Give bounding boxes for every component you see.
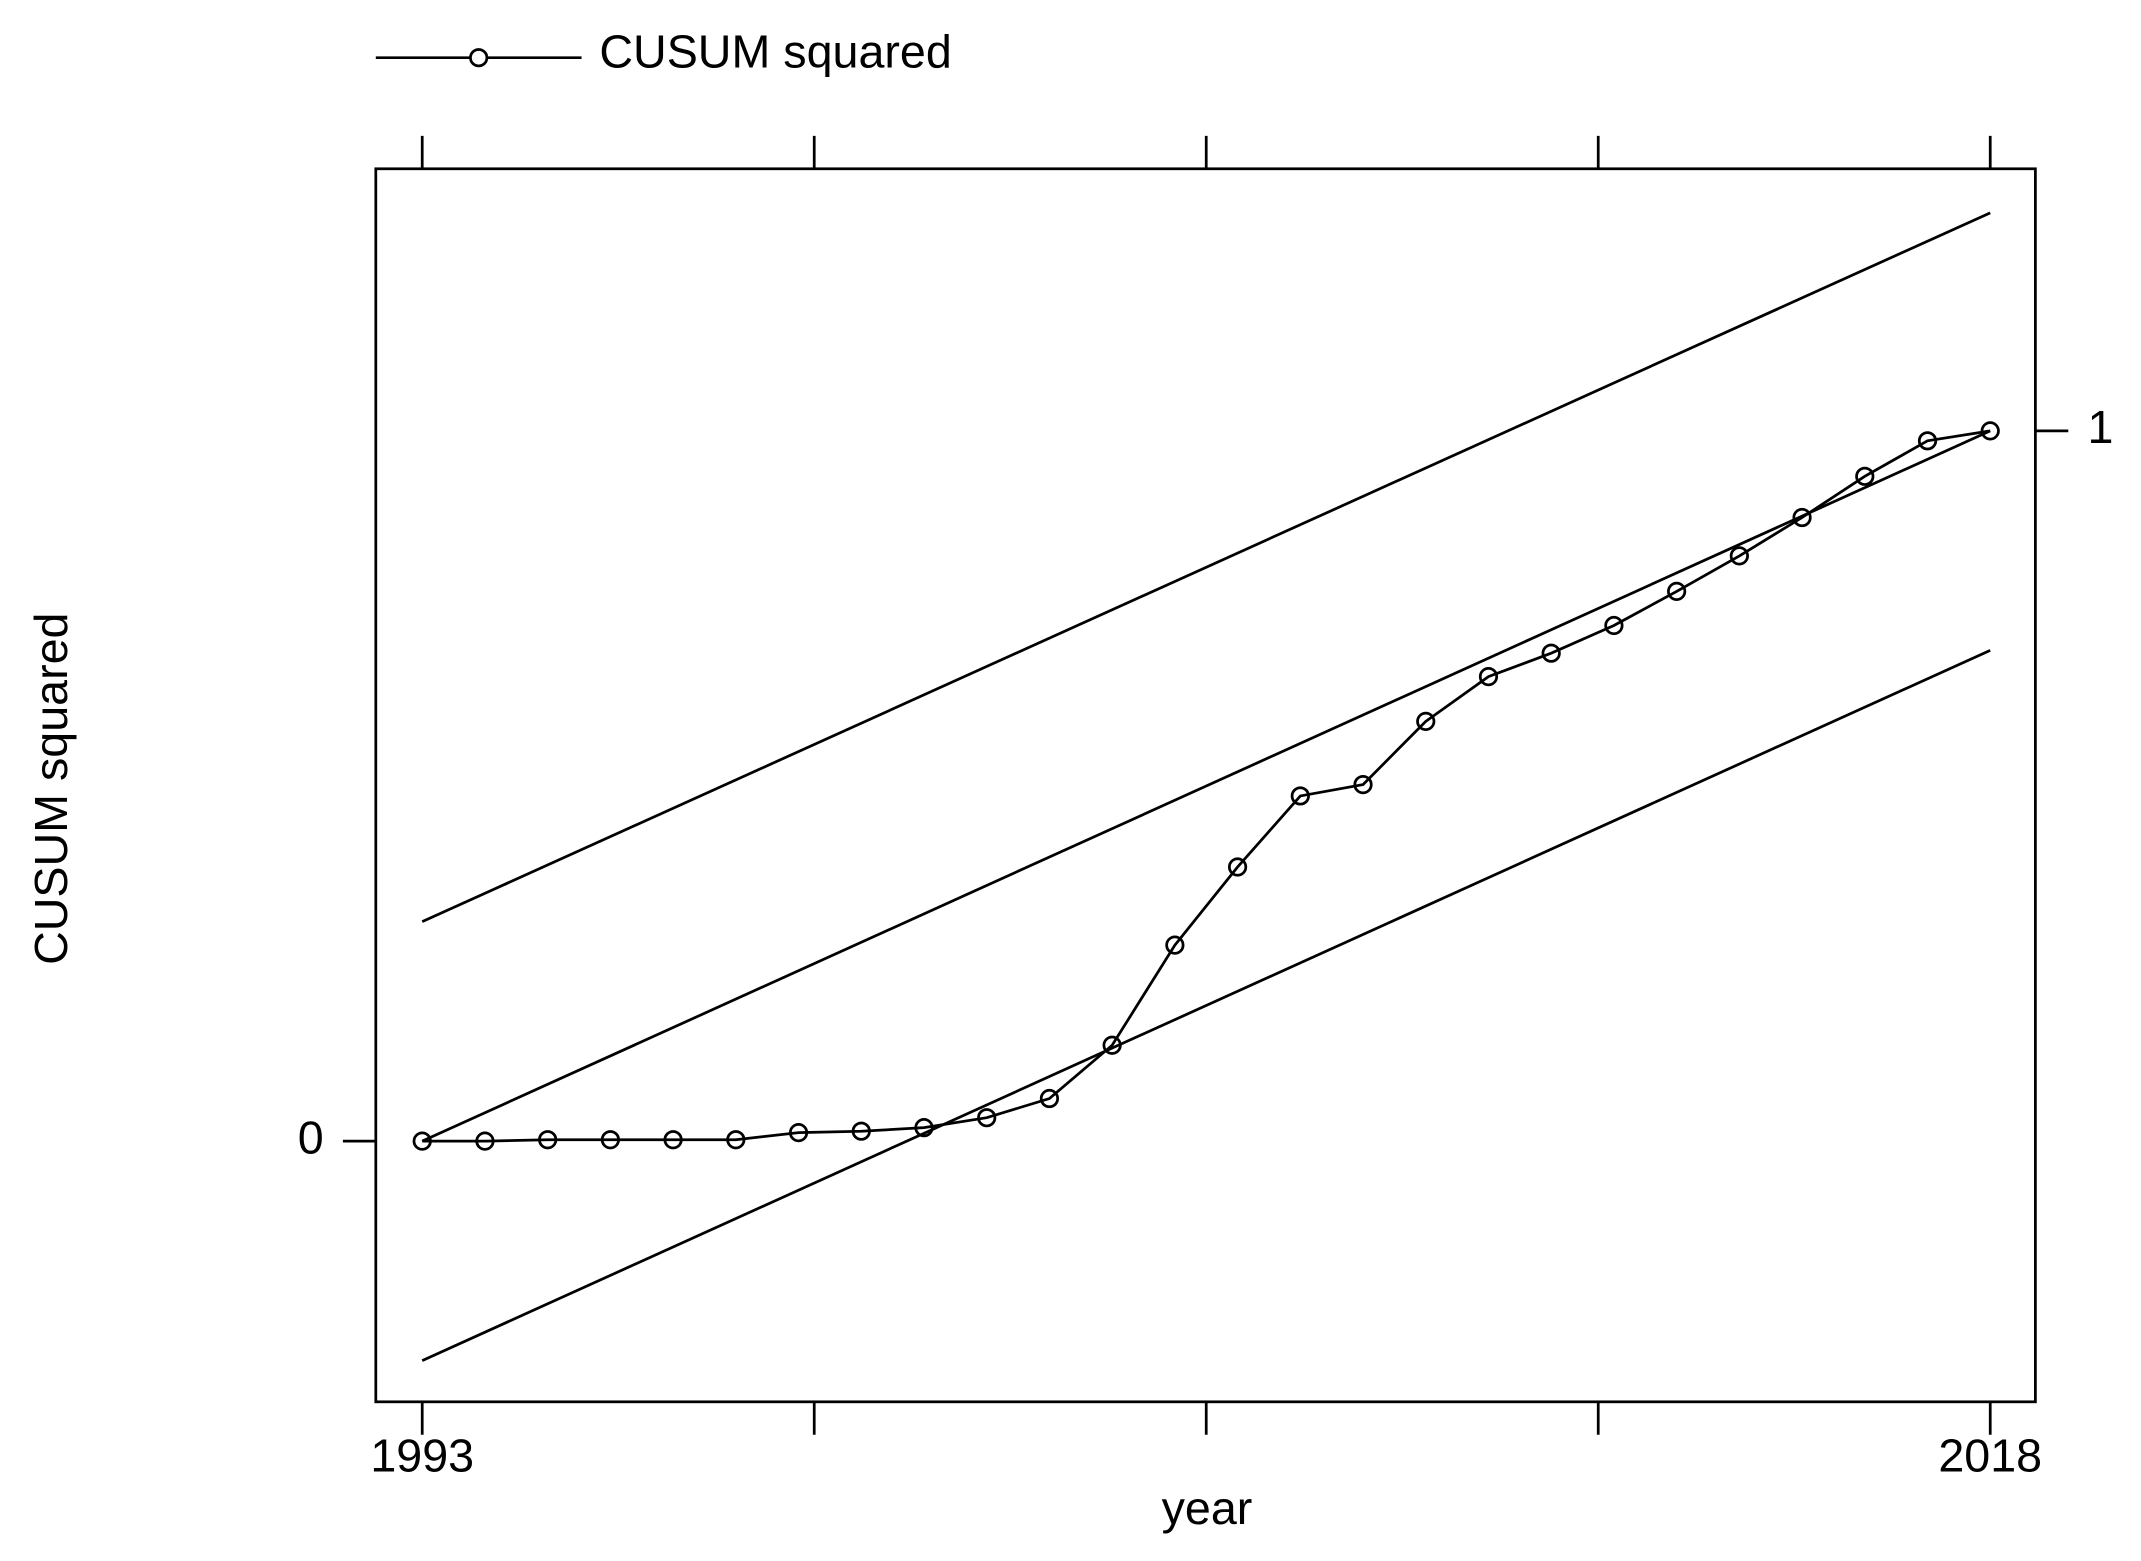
- x-tick-label: 2018: [1938, 1430, 2042, 1482]
- data-point: [1416, 711, 1436, 731]
- data-point: [1729, 546, 1749, 566]
- data-point: [1855, 466, 1875, 486]
- data-point: [1227, 857, 1248, 877]
- data-point: [1478, 667, 1499, 687]
- series-line: [422, 429, 1991, 1143]
- reference-line: [421, 649, 1991, 1362]
- data-point: [914, 1118, 934, 1138]
- reference-line: [421, 211, 1991, 923]
- data-point: [977, 1108, 997, 1128]
- data-point: [1792, 507, 1812, 528]
- data-point: [538, 1130, 558, 1150]
- data-point: [475, 1131, 495, 1151]
- x-axis-title: year: [1162, 1482, 1253, 1534]
- legend-marker: [469, 48, 489, 68]
- data-point: [1667, 581, 1687, 601]
- data-point: [1290, 786, 1310, 806]
- data-point: [726, 1130, 746, 1150]
- data-point: [1102, 1035, 1122, 1055]
- data-point: [788, 1123, 809, 1143]
- data-point: [1165, 935, 1185, 955]
- data-point: [1917, 431, 1938, 451]
- data-point: [600, 1130, 620, 1150]
- data-point: [1541, 643, 1561, 663]
- data-point: [663, 1130, 683, 1150]
- data-point: [412, 1131, 432, 1151]
- y-axis-title: CUSUM squared: [25, 613, 77, 965]
- data-point: [1353, 774, 1373, 795]
- x-tick-label: 1993: [370, 1430, 474, 1482]
- data-point: [1039, 1088, 1060, 1109]
- y-tick-label: 1: [2088, 401, 2114, 453]
- data-point: [1604, 615, 1624, 636]
- y-tick-label: 0: [298, 1111, 324, 1163]
- reference-line: [421, 429, 1991, 1143]
- legend-label: CUSUM squared: [599, 25, 951, 77]
- data-point: [851, 1121, 871, 1141]
- data-point: [1980, 421, 2000, 441]
